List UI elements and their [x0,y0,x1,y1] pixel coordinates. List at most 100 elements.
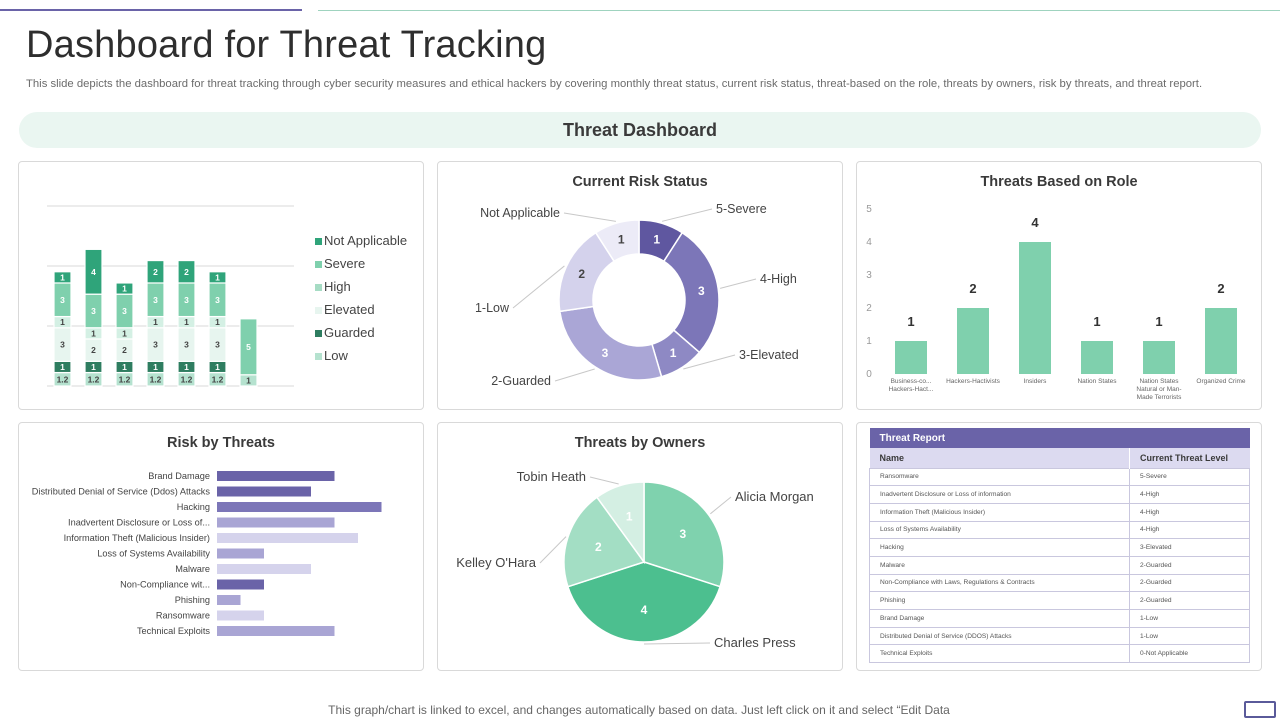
current-risk-status-donut-chart[interactable]: 1 5-Severe 3 4-High 1 3-Elevated 3 2-Guarded 2 1-… [438,162,844,411]
stacked-bar-chart[interactable]: 1.2 1 3 1 3 1 1.2 1 2 1 3 4 1.2 1 2 1 3 1 1.2 1 3 1 3 2 1.2 1 3 1 3 2… [19,162,425,411]
slide-icon [1244,701,1276,718]
donut-slice [594,219,640,263]
data-label: 1.2 [57,374,69,384]
leader-line [554,368,595,382]
slice-label: Charles Press [714,635,796,650]
category-label: Ransomware [156,611,210,621]
x-tick-label: Hackers-Hactivists [946,378,1001,385]
y-tick-label: 3 [866,270,872,281]
data-label: 1.2 [181,374,193,384]
category-label: Information Theft (Malicious Insider) [64,533,210,543]
pie-slice [566,561,722,643]
threat-name-cell: Hacking [869,538,1130,557]
data-label: 2 [184,267,189,277]
slice-value: 2 [595,540,602,554]
top-accent-line-green [318,10,1280,11]
data-label: 1 [215,272,220,282]
data-label: 2 [122,345,127,355]
data-label: 3 [215,295,220,305]
bar-segment [115,282,134,295]
data-label: 3 [184,295,189,305]
category-label: Non-Compliance wit... [120,580,210,590]
threat-level-cell: 4-High [1129,502,1250,522]
data-label: 3 [153,295,158,305]
legend-label: High [324,279,351,294]
leader-line [720,278,757,289]
threat-name-cell: Brand Damage [869,609,1130,628]
threat-level-cell: 1-Low [1129,626,1250,646]
bar [895,341,927,374]
bar-segment [239,318,258,376]
data-label: 1 [215,317,220,327]
y-tick-label: 2 [866,303,872,314]
data-label: 1.2 [88,374,100,384]
x-tick-label: Nation States [1139,378,1179,385]
threat-level-cell: 4-High [1129,520,1250,540]
threats-based-on-role-bar-chart[interactable]: 0 1 2 3 4 5 1 Business-co...Hackers-Hact... 2 Hac… [857,162,1263,411]
bar [217,533,358,543]
data-label: 3 [122,306,127,316]
pie-slice [563,496,646,588]
threat-name-cell: Technical Exploits [869,644,1130,664]
slice-label: Tobin Heath [517,469,586,484]
threat-name-cell: Phishing [869,591,1130,610]
table-row: Loss of Systems Availability 4-High [869,520,1250,540]
bar [217,564,311,574]
data-label: 3 [215,340,220,350]
data-label: 1 [91,362,96,372]
y-tick-label: 4 [866,237,872,248]
bar-segment [53,271,72,284]
data-label: 1 [122,284,127,294]
threat-name-cell: Non-Compliance with Laws, Regulations & … [869,573,1130,593]
risk-by-threats-bar-chart[interactable]: Brand Damage Distributed Denial of Servic… [19,423,425,672]
x-tick-label: Natural or Man- [1136,386,1181,393]
table-row: Information Theft (Malicious Insider) 4-H… [869,502,1250,522]
table-row: Non-Compliance with Laws, Regulations & … [869,573,1250,593]
data-label: 1 [153,317,158,327]
category-label: Distributed Denial of Service (Ddos) Att… [32,487,211,497]
data-label: 1 [60,362,65,372]
data-label: 3 [60,295,65,305]
bar [1205,308,1237,374]
x-tick-label: Insiders [1024,378,1048,385]
data-label: 3 [153,340,158,350]
data-label: 1 [91,328,96,338]
table-row: Hacking 3-Elevated [869,538,1250,557]
leader-line [589,476,619,485]
slice-value: 1 [618,233,625,247]
category-label: Phishing [175,595,210,605]
data-label: 5 [246,342,251,352]
threat-name-cell: Ransomware [869,467,1130,487]
table-row: Distributed Denial of Service (DDOS) Att… [869,626,1250,646]
slice-value: 4 [641,603,648,617]
leader-line [563,212,616,222]
data-label: 1 [1093,314,1100,329]
bar [957,308,989,374]
data-label: 1 [122,328,127,338]
data-label: 3 [91,306,96,316]
data-label: 1 [184,362,189,372]
page-subtitle: This slide depicts the dashboard for thr… [26,78,1203,90]
leader-line [643,642,711,645]
threat-level-cell: 2-Guarded [1129,591,1250,610]
threats-based-on-role-panel: Threats Based on Role 0 1 2 3 4 5 1 Business-co… [856,161,1262,410]
bar [217,579,264,590]
data-label: 2 [91,345,96,355]
threats-by-owners-pie-chart[interactable]: 3 Alicia Morgan 4 Charles Press 2 Kelley O'Ha… [438,423,844,672]
pie-slice [643,481,725,588]
data-label: 2 [1217,281,1224,296]
threat-name-cell: Malware [869,555,1130,575]
legend-swatch [315,307,322,314]
y-tick-label: 5 [866,204,872,215]
threat-level-cell: 4-High [1129,485,1250,504]
x-tick-label: Made Terrorists [1137,394,1182,401]
dashboard-banner: Threat Dashboard [19,112,1261,148]
x-tick-label: Organized Crime [1196,378,1246,385]
page-title: Dashboard for Threat Tracking [26,24,547,66]
category-label: Loss of Systems Availability [97,549,210,559]
column-header-threat-level: Current Threat Level [1129,448,1250,468]
legend-swatch [315,284,322,291]
threat-name-cell: Loss of Systems Availability [869,520,1130,540]
legend-swatch [315,353,322,360]
legend-label: Severe [324,256,365,271]
